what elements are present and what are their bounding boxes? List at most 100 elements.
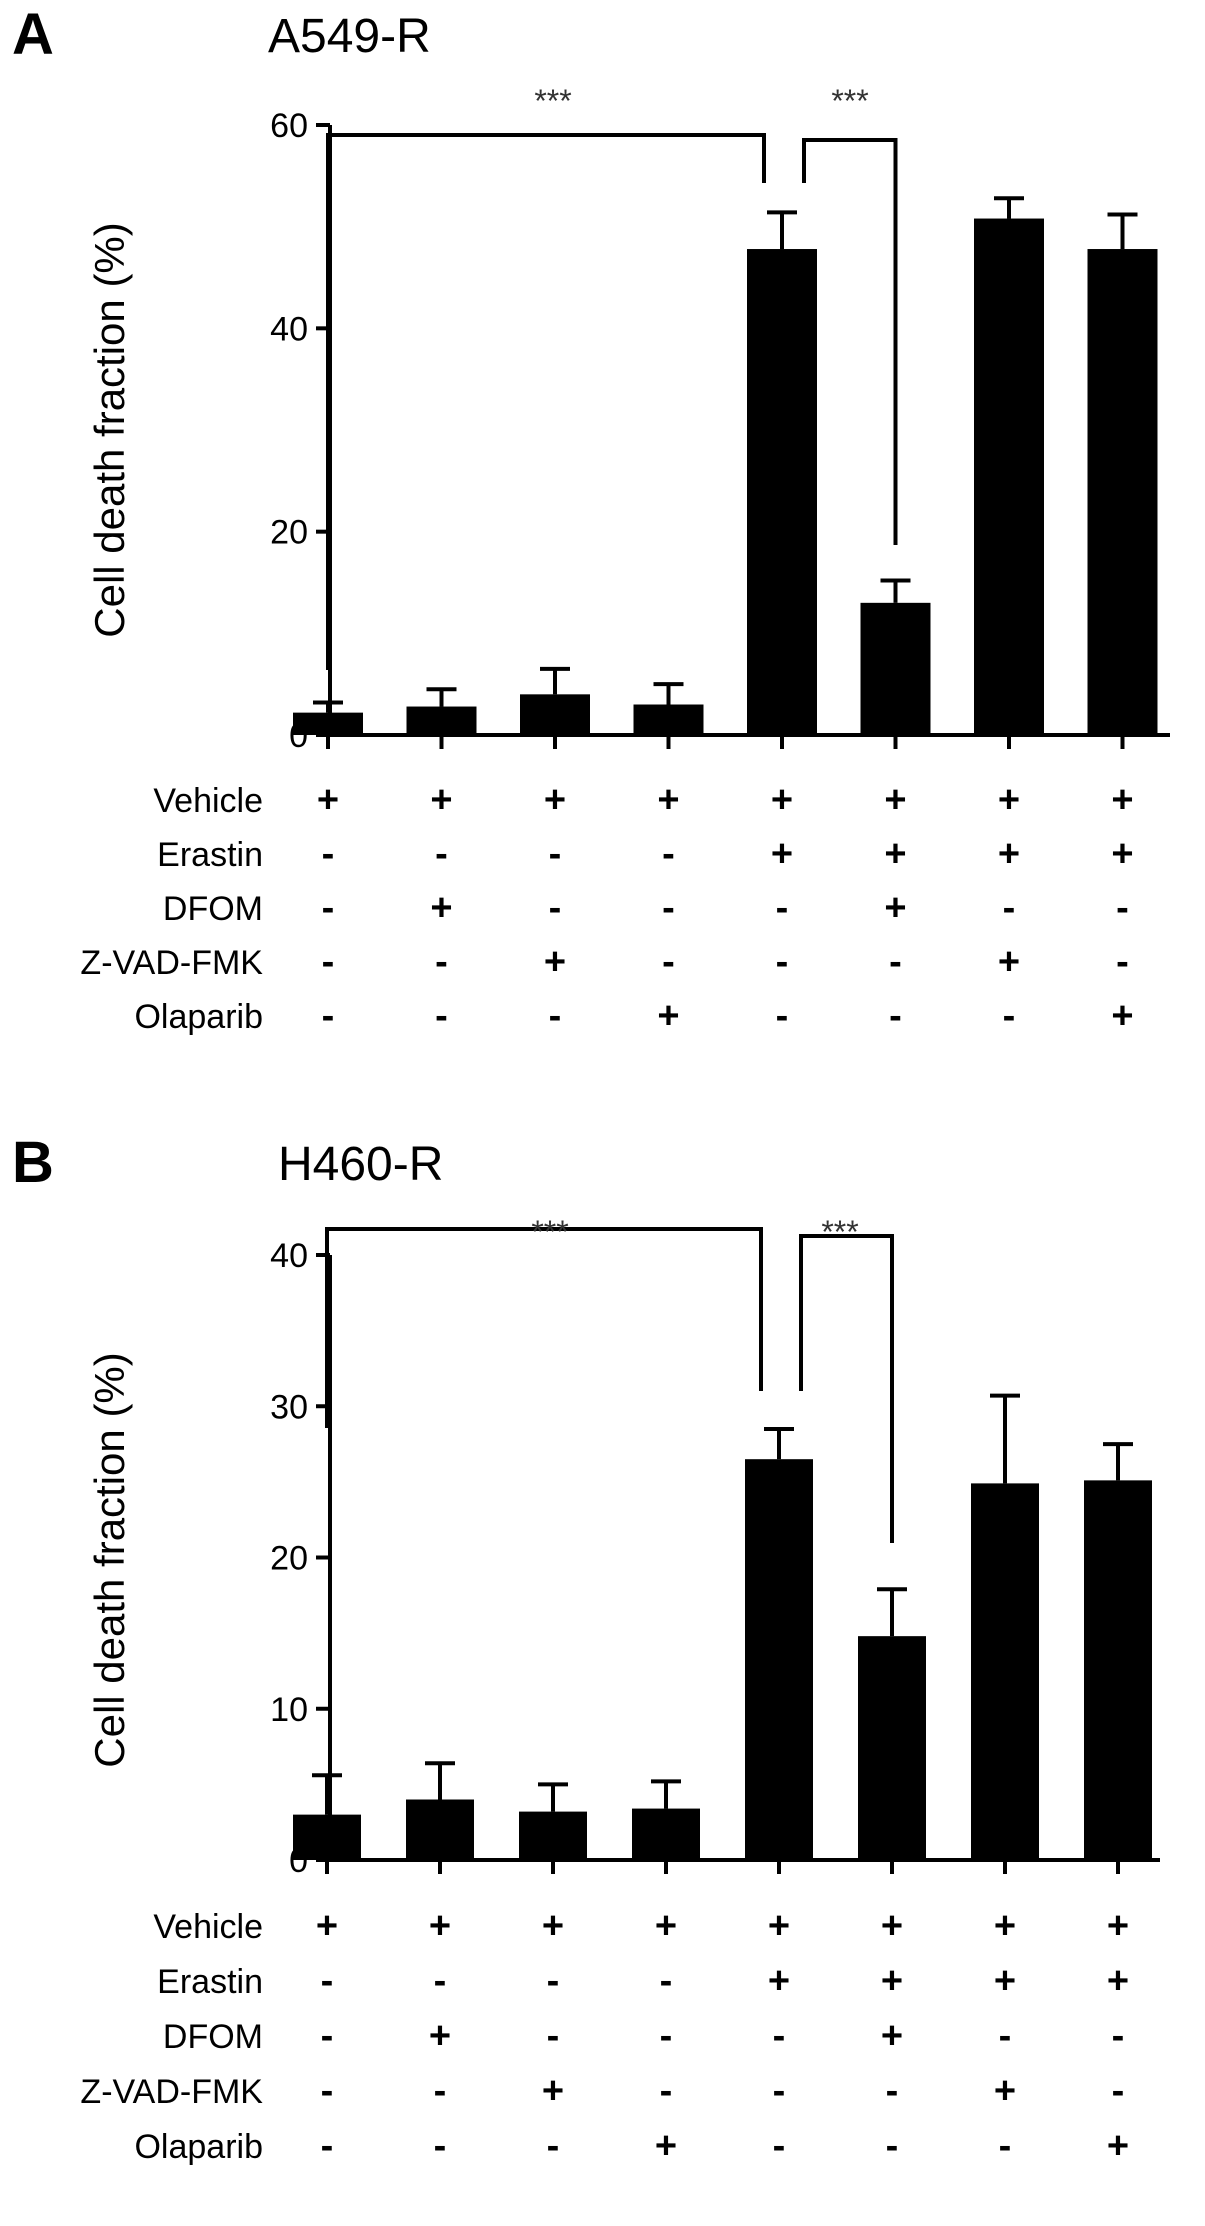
condition-mark: - (660, 1960, 673, 2002)
condition-mark: - (321, 2125, 334, 2167)
condition-mark: - (660, 2070, 673, 2112)
condition-mark: - (547, 1960, 560, 2002)
condition-mark: - (321, 2070, 334, 2112)
significance-label: *** (534, 83, 571, 119)
condition-mark: + (1107, 1905, 1129, 1947)
condition-mark: + (429, 1905, 451, 1947)
condition-mark: - (889, 995, 902, 1037)
condition-label: Olaparib (134, 998, 263, 1036)
condition-mark: + (994, 1960, 1016, 2002)
condition-mark: + (998, 941, 1020, 983)
condition-mark: + (1107, 1960, 1129, 2002)
condition-mark: + (430, 887, 452, 929)
condition-mark: - (1003, 995, 1016, 1037)
condition-mark: + (542, 1905, 564, 1947)
significance-label: *** (821, 1214, 858, 1250)
condition-mark: + (429, 2015, 451, 2057)
condition-mark: - (776, 941, 789, 983)
condition-mark: - (773, 2070, 786, 2112)
condition-mark: - (549, 887, 562, 929)
condition-label: DFOM (163, 2018, 263, 2056)
panel-letter: B (12, 1130, 54, 1195)
condition-mark: + (884, 887, 906, 929)
condition-mark: + (998, 833, 1020, 875)
condition-mark: + (430, 779, 452, 821)
condition-mark: + (1111, 779, 1133, 821)
condition-mark: - (322, 887, 335, 929)
bar (745, 1459, 813, 1860)
y-tick-label: 20 (270, 514, 308, 552)
condition-label: Z-VAD-FMK (80, 944, 263, 982)
condition-mark: - (1112, 2015, 1125, 2057)
panel-letter: A (12, 2, 54, 67)
condition-mark: - (886, 2125, 899, 2167)
condition-mark: - (662, 941, 675, 983)
bar (293, 1814, 361, 1860)
significance-label: *** (831, 83, 868, 119)
y-tick-label: 40 (270, 310, 308, 348)
condition-mark: + (655, 2125, 677, 2167)
condition-mark: + (544, 941, 566, 983)
bar (293, 712, 363, 735)
bar (860, 602, 931, 735)
condition-mark: - (322, 941, 335, 983)
bar (1084, 1480, 1152, 1860)
significance-bracket (802, 138, 898, 545)
condition-mark: - (547, 2125, 560, 2167)
condition-mark: + (884, 779, 906, 821)
condition-mark: + (542, 2070, 564, 2112)
condition-mark: - (662, 887, 675, 929)
significance-bracket (326, 133, 766, 670)
condition-label: Erastin (157, 1963, 263, 2001)
condition-mark: - (662, 833, 675, 875)
bar (520, 694, 590, 735)
condition-mark: + (881, 2015, 903, 2057)
condition-mark: - (322, 995, 335, 1037)
condition-mark: + (655, 1905, 677, 1947)
condition-mark: + (1107, 2125, 1129, 2167)
condition-mark: - (999, 2125, 1012, 2167)
condition-mark: + (316, 1905, 338, 1947)
condition-label: Olaparib (134, 2128, 263, 2166)
condition-label: Vehicle (153, 782, 263, 820)
condition-mark: - (999, 2015, 1012, 2057)
bar (406, 706, 477, 735)
y-tick-label: 10 (270, 1691, 308, 1729)
bar (633, 704, 704, 735)
y-tick-label: 20 (270, 1540, 308, 1578)
y-axis-label: Cell death fraction (%) (86, 222, 133, 638)
bar (971, 1483, 1039, 1860)
significance-bracket (325, 1227, 763, 1428)
y-tick-label: 60 (270, 107, 308, 145)
condition-mark: + (1111, 833, 1133, 875)
condition-mark: - (549, 833, 562, 875)
condition-mark: - (1112, 2070, 1125, 2112)
condition-mark: - (773, 2015, 786, 2057)
y-tick-label: 40 (270, 1237, 308, 1275)
condition-mark: + (994, 2070, 1016, 2112)
condition-mark: - (776, 995, 789, 1037)
condition-mark: - (547, 2015, 560, 2057)
condition-mark: - (773, 2125, 786, 2167)
condition-mark: - (435, 995, 448, 1037)
condition-mark: - (434, 2125, 447, 2167)
bar (747, 249, 817, 736)
condition-mark: + (544, 779, 566, 821)
condition-mark: + (657, 779, 679, 821)
condition-mark: + (994, 1905, 1016, 1947)
condition-mark: + (1111, 995, 1133, 1037)
condition-mark: - (1116, 887, 1129, 929)
condition-mark: - (660, 2015, 673, 2057)
condition-mark: + (884, 833, 906, 875)
bar (519, 1811, 587, 1860)
condition-mark: - (1003, 887, 1016, 929)
bar (406, 1799, 474, 1860)
significance-bracket (799, 1234, 894, 1543)
condition-mark: - (321, 1960, 334, 2002)
chart-title: H460-R (278, 1138, 443, 1191)
condition-mark: + (771, 779, 793, 821)
chart-title: A549-R (268, 10, 431, 63)
condition-mark: - (435, 833, 448, 875)
condition-mark: + (881, 1960, 903, 2002)
